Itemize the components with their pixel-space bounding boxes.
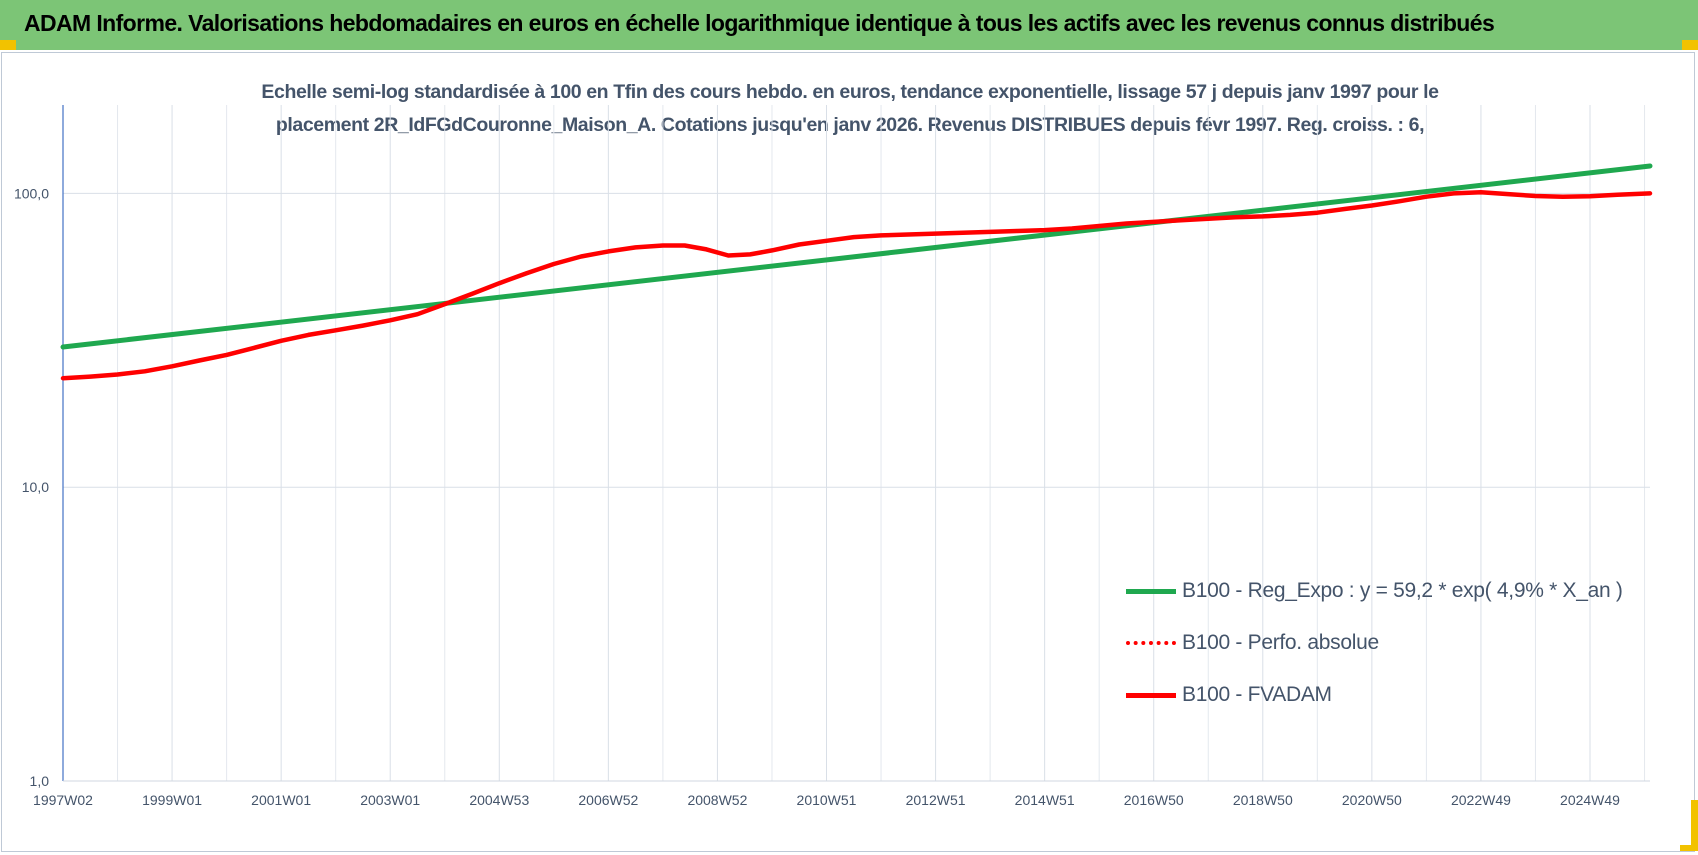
y-tick-label: 100,0 xyxy=(14,185,49,201)
legend-swatch-perfo-absolue xyxy=(1126,641,1176,645)
legend-label-reg-expo: B100 - Reg_Expo : y = 59,2 * exp( 4,9% *… xyxy=(1182,579,1623,602)
legend-label-fvadam: B100 - FVADAM xyxy=(1182,683,1332,706)
x-tick-label: 2012W51 xyxy=(906,792,966,808)
y-tick-label: 10,0 xyxy=(22,479,49,495)
x-tick-label: 2003W01 xyxy=(360,792,420,808)
label-layer: 1997W02 1999W01 2001W01 2003W01 2004W53 2006W… xyxy=(14,185,1620,808)
x-tick-label: 2006W52 xyxy=(578,792,638,808)
x-tick-label: 1999W01 xyxy=(142,792,202,808)
series-fvadam-line xyxy=(60,189,1653,381)
chart-title-line-2: placement 2R_IdFGdCouronne_Maison_A. Cot… xyxy=(275,114,1425,136)
corner-handle-bottom-right-foot[interactable] xyxy=(1680,845,1698,851)
x-tick-label: 2010W51 xyxy=(797,792,857,808)
axis-layer xyxy=(62,105,1650,782)
corner-handle-bottom-right[interactable] xyxy=(1691,800,1698,850)
series-reg-expo-line xyxy=(60,163,1653,350)
x-tick-label: 2018W50 xyxy=(1233,792,1293,808)
x-tick-label: 1997W02 xyxy=(33,792,93,808)
chart-title: Echelle semi-log standardisée à 100 en T… xyxy=(215,76,1485,142)
x-tick-label: 2008W52 xyxy=(687,792,747,808)
x-tick-label: 2020W50 xyxy=(1342,792,1402,808)
corner-handle-top-left[interactable] xyxy=(0,40,16,50)
legend-label-perfo-absolue: B100 - Perfo. absolue xyxy=(1182,631,1379,654)
series-layer xyxy=(60,163,1653,381)
legend: B100 - Reg_Expo : y = 59,2 * exp( 4,9% *… xyxy=(1126,565,1686,721)
legend-item-fvadam: B100 - FVADAM xyxy=(1126,669,1686,721)
chart-frame xyxy=(1,52,1695,852)
header-bar: ADAM Informe. Valorisations hebdomadaire… xyxy=(0,0,1698,50)
x-tick-label: 2022W49 xyxy=(1451,792,1511,808)
legend-swatch-fvadam xyxy=(1126,692,1176,698)
header-title: ADAM Informe. Valorisations hebdomadaire… xyxy=(24,10,1495,36)
x-tick-label: 2001W01 xyxy=(251,792,311,808)
corner-handle-top-right[interactable] xyxy=(1682,40,1698,50)
y-tick-label: 1,0 xyxy=(30,773,50,789)
legend-item-reg-expo: B100 - Reg_Expo : y = 59,2 * exp( 4,9% *… xyxy=(1126,565,1686,617)
x-tick-label: 2016W50 xyxy=(1124,792,1184,808)
legend-swatch-reg-expo xyxy=(1126,588,1176,594)
x-tick-label: 2024W49 xyxy=(1560,792,1620,808)
legend-item-perfo-absolue: B100 - Perfo. absolue xyxy=(1126,617,1686,669)
chart-title-line-1: Echelle semi-log standardisée à 100 en T… xyxy=(261,81,1439,103)
x-tick-label: 2004W53 xyxy=(469,792,529,808)
x-tick-label: 2014W51 xyxy=(1015,792,1075,808)
